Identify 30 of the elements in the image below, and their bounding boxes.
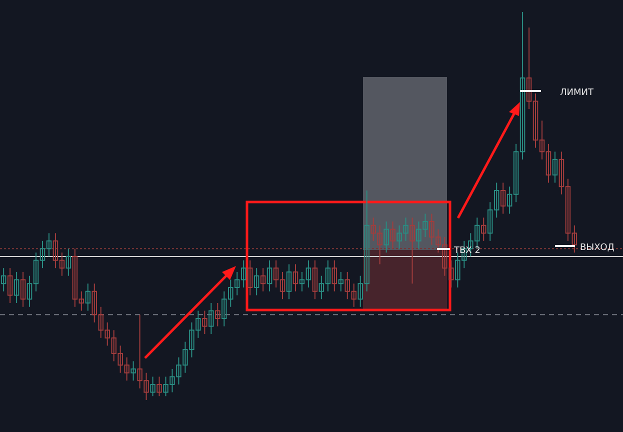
candlestick <box>480 217 486 242</box>
candlestick <box>292 264 298 292</box>
candlestick <box>202 310 208 335</box>
candlestick <box>254 268 260 296</box>
candlestick <box>552 151 558 184</box>
candlestick <box>247 260 253 296</box>
candlestick <box>130 360 136 382</box>
candlestick <box>215 302 220 327</box>
candlestick <box>286 264 292 300</box>
candlestick <box>338 271 344 292</box>
annotation: ТВХ 2 <box>453 246 480 256</box>
candlestick <box>150 376 156 397</box>
text: ВЫХОД <box>580 243 614 253</box>
candlestick <box>14 271 20 304</box>
candlestick <box>500 182 506 214</box>
candlestick <box>332 260 338 292</box>
candlestick <box>384 221 389 254</box>
candlestick <box>312 260 318 300</box>
candlestick <box>7 268 13 304</box>
candlestick <box>85 283 91 312</box>
candlestick <box>390 221 396 250</box>
candlestick <box>20 271 26 308</box>
candlestick <box>260 268 266 292</box>
candlestick <box>410 217 415 284</box>
candlestick <box>266 260 272 292</box>
candlestick <box>208 302 214 335</box>
annotation: ЛИМИТ <box>560 88 594 98</box>
candlestick <box>156 376 162 397</box>
candlestick <box>66 248 72 276</box>
candlestick <box>0 268 6 292</box>
